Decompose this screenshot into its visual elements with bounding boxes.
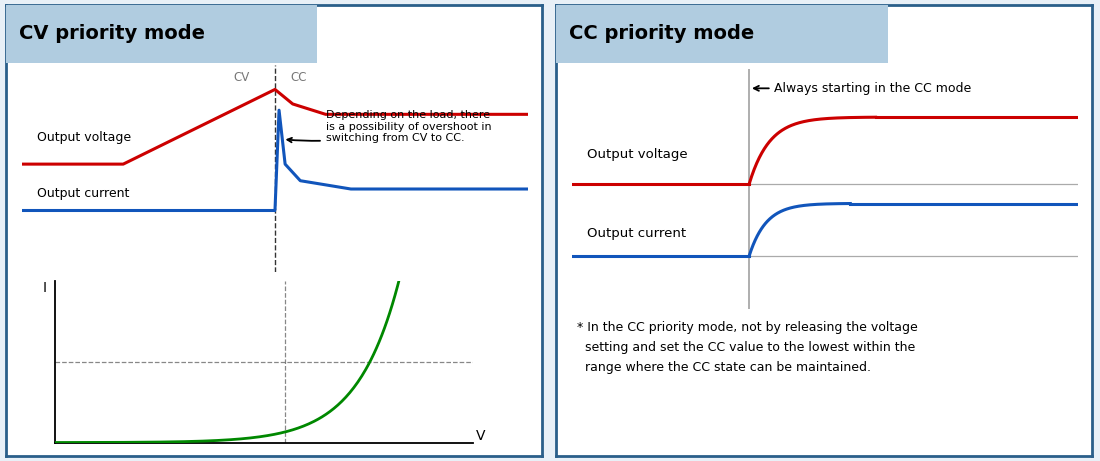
Bar	[556, 5, 889, 63]
Text: CV: CV	[233, 71, 250, 84]
Text: Output current: Output current	[587, 227, 686, 240]
Text: Output voltage: Output voltage	[37, 131, 131, 144]
Text: Always starting in the CC mode: Always starting in the CC mode	[754, 82, 971, 95]
Text: Output voltage: Output voltage	[587, 148, 688, 161]
Text: V: V	[476, 429, 485, 443]
Text: Depending on the load, there
is a possibility of overshoot in
switching from CV : Depending on the load, there is a possib…	[287, 110, 492, 143]
Text: * In the CC priority mode, not by releasing the voltage
  setting and set the CC: * In the CC priority mode, not by releas…	[578, 321, 917, 374]
Text: Output current: Output current	[37, 187, 130, 201]
Text: I: I	[43, 281, 46, 295]
Text: CC priority mode: CC priority mode	[569, 24, 755, 42]
Bar	[6, 5, 317, 63]
Text: CV priority mode: CV priority mode	[19, 24, 205, 42]
Text: CC: CC	[290, 71, 307, 84]
